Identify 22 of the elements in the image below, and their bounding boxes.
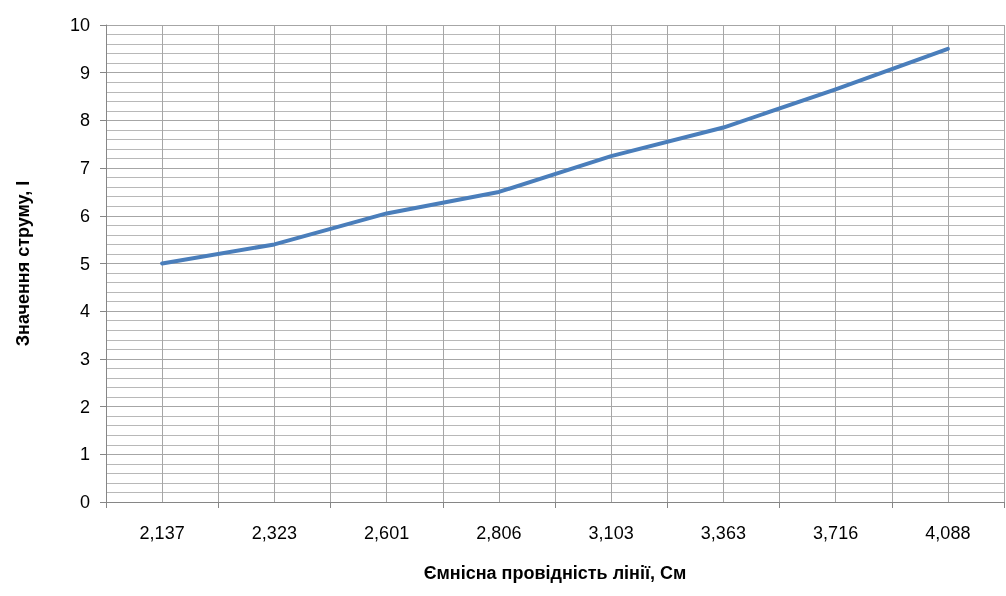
x-tick-label: 2,601 xyxy=(364,523,410,543)
y-tick-label: 2 xyxy=(79,396,90,417)
y-tick-label: 4 xyxy=(79,301,90,322)
x-tick-label: 3,363 xyxy=(700,523,746,543)
y-tick-label: 8 xyxy=(79,110,90,131)
y-tick-label: 3 xyxy=(79,348,90,369)
y-tick-label: 9 xyxy=(79,62,90,83)
x-tick-label: 3,716 xyxy=(813,523,859,543)
x-axis-title: Ємнісна провідність лінії, См xyxy=(423,563,687,583)
x-tick-label: 2,323 xyxy=(251,523,297,543)
x-tick-label: 4,088 xyxy=(925,523,971,543)
y-tick-label: 6 xyxy=(79,205,90,226)
y-tick-label: 10 xyxy=(69,15,90,35)
y-tick-label: 1 xyxy=(79,444,90,465)
y-axis-title: Значення струму, І xyxy=(13,180,33,347)
x-tick-label: 2,806 xyxy=(476,523,522,543)
y-tick-label: 0 xyxy=(79,492,90,512)
y-tick-label: 5 xyxy=(79,253,90,274)
y-tick-label: 7 xyxy=(79,158,90,179)
line-series xyxy=(160,46,950,266)
x-tick-label: 2,137 xyxy=(139,523,185,543)
x-tick-label: 3,103 xyxy=(588,523,634,543)
